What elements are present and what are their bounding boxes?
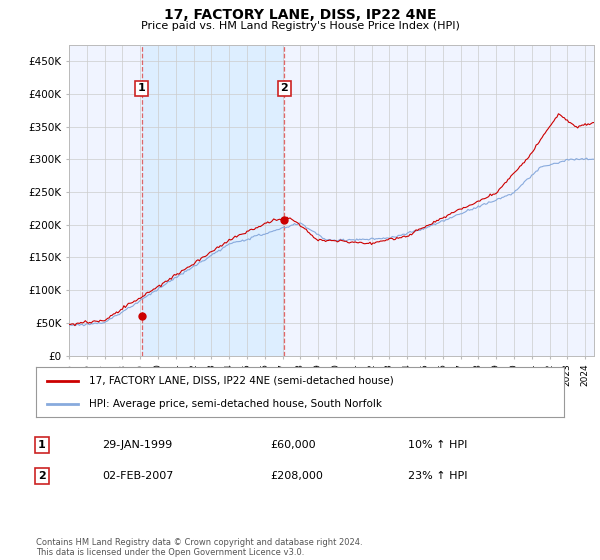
Text: 1: 1 [38, 440, 46, 450]
Bar [142, 45, 284, 356]
Text: 10% ↑ HPI: 10% ↑ HPI [408, 440, 467, 450]
Text: 29-JAN-1999: 29-JAN-1999 [102, 440, 172, 450]
Text: Price paid vs. HM Land Registry's House Price Index (HPI): Price paid vs. HM Land Registry's House … [140, 21, 460, 31]
Text: 17, FACTORY LANE, DISS, IP22 4NE: 17, FACTORY LANE, DISS, IP22 4NE [164, 8, 436, 22]
Text: 17, FACTORY LANE, DISS, IP22 4NE (semi-detached house): 17, FACTORY LANE, DISS, IP22 4NE (semi-d… [89, 376, 394, 386]
Text: 2: 2 [280, 83, 288, 94]
Text: HPI: Average price, semi-detached house, South Norfolk: HPI: Average price, semi-detached house,… [89, 399, 382, 409]
Text: Contains HM Land Registry data © Crown copyright and database right 2024.
This d: Contains HM Land Registry data © Crown c… [36, 538, 362, 557]
Text: £208,000: £208,000 [270, 471, 323, 481]
Text: 23% ↑ HPI: 23% ↑ HPI [408, 471, 467, 481]
Text: £60,000: £60,000 [270, 440, 316, 450]
Text: 2: 2 [38, 471, 46, 481]
Text: 1: 1 [138, 83, 145, 94]
Text: 02-FEB-2007: 02-FEB-2007 [102, 471, 173, 481]
